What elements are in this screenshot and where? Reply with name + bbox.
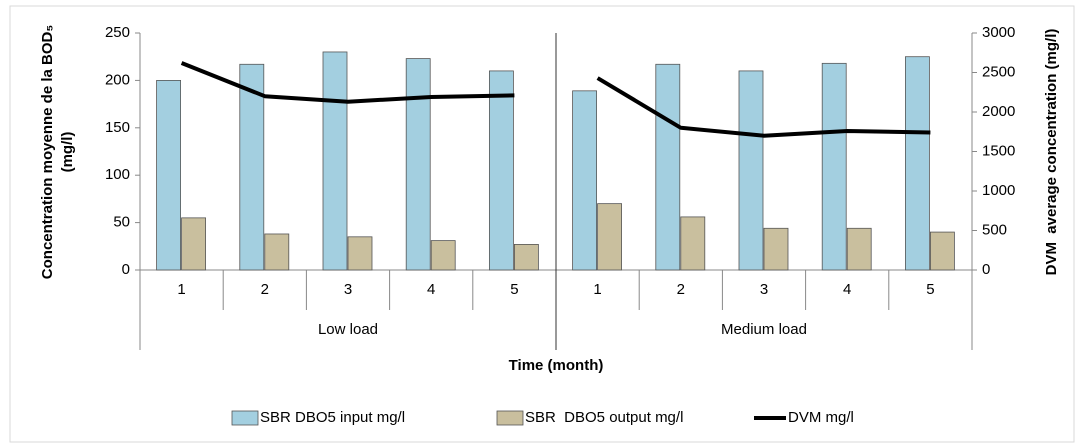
x-tick-label: 4: [427, 281, 435, 298]
legend-swatch: [496, 410, 524, 426]
y2-tick-label: 0: [982, 261, 990, 278]
line: [180, 61, 515, 104]
y2-tick-label: 2000: [982, 103, 1015, 120]
y-tick-label: 50: [113, 214, 130, 231]
bar: [821, 62, 847, 271]
bar: [738, 70, 764, 271]
bar: [156, 80, 182, 271]
bar: [239, 63, 265, 271]
y2-tick-label: 1500: [982, 142, 1015, 159]
x-tick-label: 5: [510, 281, 518, 298]
bar: [181, 217, 207, 271]
y-axis-title: (mg/l): [59, 132, 76, 173]
x-tick-label: 1: [177, 281, 185, 298]
y-tick-label: 200: [105, 71, 130, 88]
x-tick-label: 5: [926, 281, 934, 298]
y2-tick-label: 500: [982, 221, 1007, 238]
group-label: Low load: [318, 321, 378, 338]
x-tick-label: 1: [593, 281, 601, 298]
bar: [930, 231, 955, 271]
bar: [655, 63, 681, 271]
bar: [597, 203, 622, 271]
bar: [430, 240, 456, 271]
x-axis-title: Time (month): [509, 357, 604, 374]
x-tick-label: 3: [344, 281, 352, 298]
bar: [322, 51, 348, 271]
bar: [514, 244, 539, 271]
bar: [405, 58, 431, 271]
y-tick-label: 0: [122, 261, 130, 278]
bar: [763, 227, 789, 271]
legend-label: SBR DBO5 output mg/l: [525, 409, 683, 426]
y2-tick-label: 1000: [982, 182, 1015, 199]
legend-swatch: [231, 410, 259, 426]
y-tick-label: 150: [105, 119, 130, 136]
y2-axis-title: DVM average concentration (mg/l): [1043, 29, 1060, 276]
y2-tick-label: 3000: [982, 24, 1015, 41]
legend-label: SBR DBO5 input mg/l: [260, 409, 405, 426]
line: [596, 76, 931, 138]
bar: [347, 236, 373, 271]
group-label: Medium load: [721, 321, 807, 338]
bar: [680, 216, 706, 271]
y2-tick-label: 2500: [982, 63, 1015, 80]
bar: [264, 233, 290, 271]
y-tick-label: 100: [105, 166, 130, 183]
x-tick-label: 4: [843, 281, 851, 298]
bar: [846, 227, 872, 271]
legend-label: DVM mg/l: [788, 409, 854, 426]
bar: [488, 70, 514, 271]
bar: [572, 90, 597, 271]
y-axis-title: Concentration moyenne de la BOD₅: [39, 25, 56, 280]
bar: [905, 56, 930, 271]
x-tick-label: 3: [760, 281, 768, 298]
x-tick-label: 2: [261, 281, 269, 298]
x-tick-label: 2: [677, 281, 685, 298]
y-tick-label: 250: [105, 24, 130, 41]
